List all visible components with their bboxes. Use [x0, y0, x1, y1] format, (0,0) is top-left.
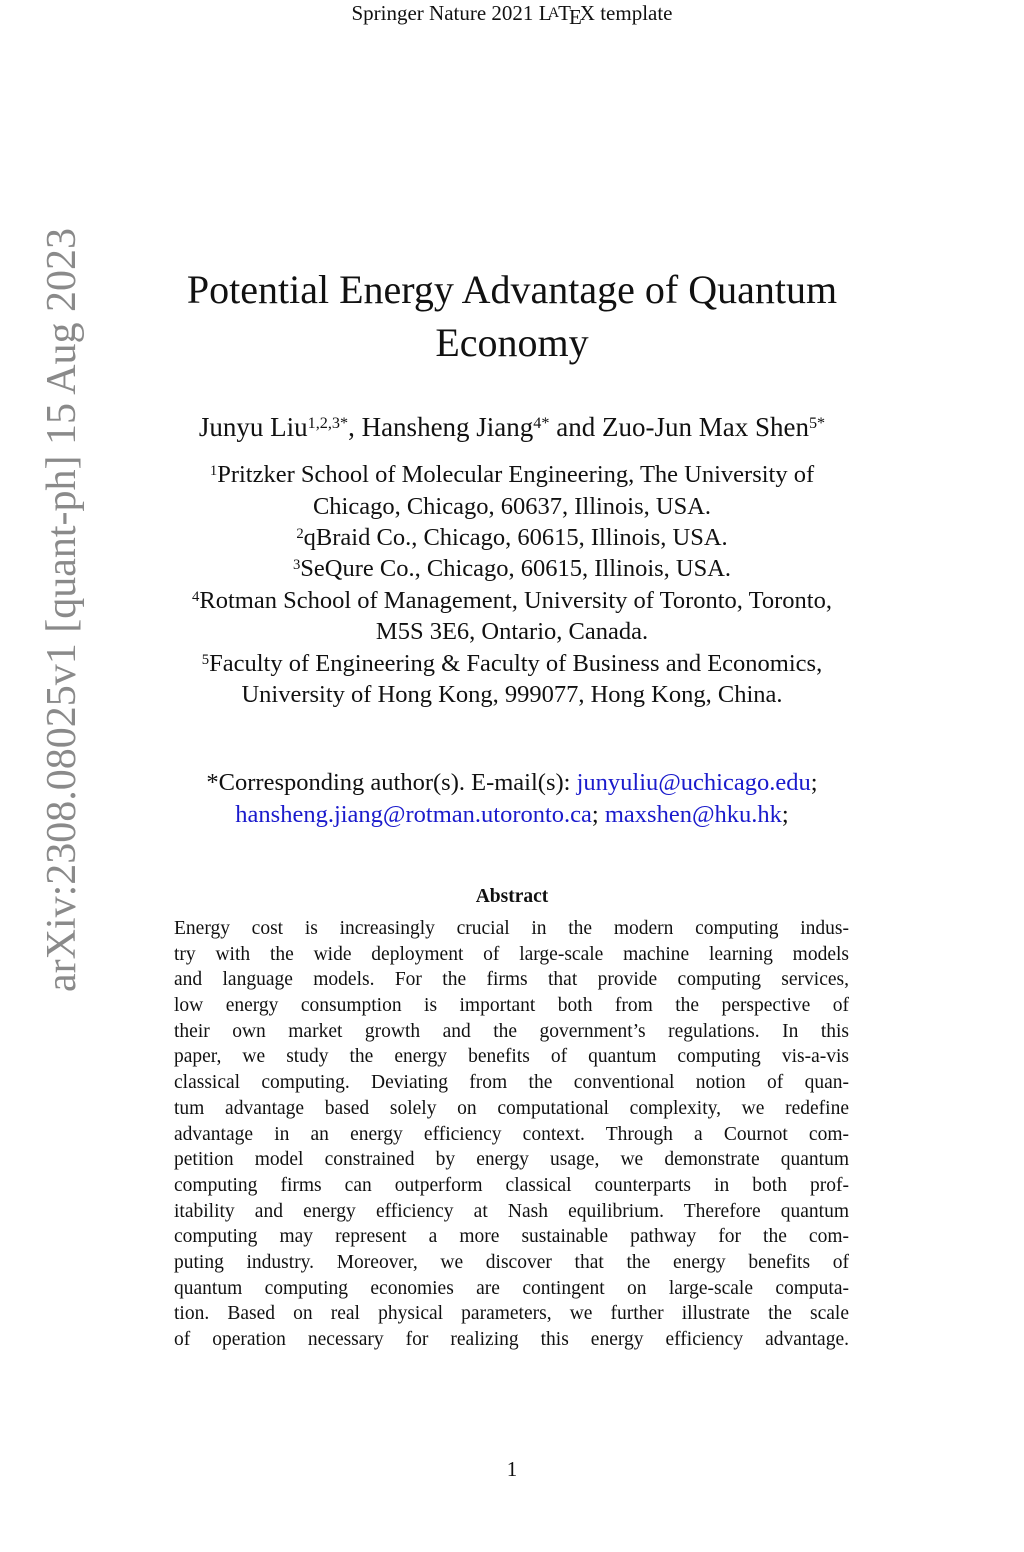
- author-list: Junyu Liu1,2,3*, Hansheng Jiang4* and Zu…: [0, 410, 1024, 444]
- affiliation-number: 4: [192, 589, 200, 605]
- email-link[interactable]: junyuliu@uchicago.edu: [576, 769, 811, 796]
- abstract-line: try with the wide deployment of large-sc…: [174, 943, 849, 965]
- paper-title-line-1: Potential Energy Advantage of Quantum: [186, 267, 838, 312]
- paper-title-line-2: Economy: [435, 320, 589, 365]
- abstract-line: quantum computing economies are continge…: [174, 1277, 849, 1299]
- abstract-line: tion. Based on real physical parameters,…: [174, 1303, 849, 1325]
- header-text-end: template: [594, 1, 673, 25]
- affiliation-line: 5Faculty of Engineering & Faculty of Bus…: [0, 649, 1024, 679]
- affiliation-line: University of Hong Kong, 999077, Hong Ko…: [0, 680, 1024, 710]
- affiliation-line: 1Pritzker School of Molecular Engineerin…: [0, 460, 1024, 490]
- abstract-line: computing firms can outperform classical…: [174, 1174, 849, 1196]
- author-separator: and: [549, 412, 602, 442]
- affiliation-text: Chicago, Chicago, 60637, Illinois, USA.: [312, 493, 712, 520]
- affiliation-line: 4Rotman School of Management, University…: [0, 586, 1024, 616]
- author-name: Junyu Liu: [198, 412, 308, 442]
- separator: ;: [810, 769, 818, 796]
- abstract-line: their own market growth and the governme…: [174, 1020, 849, 1042]
- author-affiliation-mark: 5*: [808, 414, 826, 432]
- abstract-line: classical computing. Deviating from the …: [174, 1072, 849, 1094]
- affiliation-text: Pritzker School of Molecular Engineering…: [217, 461, 815, 488]
- abstract-body: Energy cost is increasingly crucial in t…: [174, 916, 849, 1353]
- abstract-line: puting industry. Moreover, we discover t…: [174, 1251, 849, 1273]
- affiliation-text: Faculty of Engineering & Faculty of Busi…: [209, 650, 823, 677]
- abstract-line: paper, we study the energy benefits of q…: [174, 1046, 849, 1068]
- header-text: Springer Nature 2021: [351, 1, 539, 25]
- email-link[interactable]: maxshen@hku.hk: [604, 801, 782, 828]
- correspondence-label: *Corresponding author(s). E-mail(s):: [206, 769, 577, 796]
- affiliation-number: 5: [201, 652, 210, 668]
- affiliation-line: 2qBraid Co., Chicago, 60615, Illinois, U…: [0, 523, 1024, 553]
- abstract-line: tum advantage based solely on computatio…: [174, 1097, 849, 1119]
- affiliation-line: Chicago, Chicago, 60637, Illinois, USA.: [0, 492, 1024, 522]
- author-affiliation-mark: 1,2,3*: [307, 414, 349, 432]
- page-number: 1: [506, 1457, 518, 1481]
- affiliation-text: M5S 3E6, Ontario, Canada.: [375, 618, 649, 645]
- affiliation-text: University of Hong Kong, 999077, Hong Ko…: [241, 681, 783, 708]
- abstract-line: and language models. For the firms that …: [174, 969, 849, 991]
- author-name: Zuo-Jun Max Shen: [601, 412, 809, 442]
- affiliation-text: qBraid Co., Chicago, 60615, Illinois, US…: [303, 524, 728, 551]
- correspondence-line-2: hansheng.jiang@rotman.utoronto.ca; maxsh…: [0, 800, 1024, 830]
- affiliation-line: 3SeQure Co., Chicago, 60615, Illinois, U…: [0, 554, 1024, 584]
- affiliation-line: M5S 3E6, Ontario, Canada.: [0, 617, 1024, 647]
- author-affiliation-mark: 4*: [533, 414, 550, 432]
- abstract-line: itability and energy efficiency at Nash …: [174, 1200, 849, 1222]
- email-link[interactable]: hansheng.jiang@rotman.utoronto.ca: [235, 801, 592, 828]
- affiliation-text: Rotman School of Management, University …: [199, 587, 832, 614]
- separator: ;: [781, 801, 789, 828]
- abstract-line: advantage in an energy efficiency contex…: [174, 1123, 849, 1145]
- correspondence-line-1: *Corresponding author(s). E-mail(s): jun…: [0, 768, 1024, 798]
- latex-logo: LATEX: [538, 1, 595, 29]
- abstract-line: of operation necessary for realizing thi…: [174, 1329, 849, 1350]
- running-header: Springer Nature 2021 LATEX template: [0, 0, 1024, 30]
- abstract-line: computing may represent a more sustainab…: [174, 1226, 849, 1248]
- abstract-line: Energy cost is increasingly crucial in t…: [174, 918, 849, 939]
- author-separator: ,: [348, 412, 362, 442]
- separator: ;: [591, 801, 605, 828]
- affiliation-number: 1: [209, 463, 218, 479]
- abstract-line: low energy consumption is important both…: [174, 995, 849, 1017]
- abstract-heading: Abstract: [475, 886, 549, 907]
- affiliation-text: SeQure Co., Chicago, 60615, Illinois, US…: [300, 555, 732, 582]
- abstract-line: petition model constrained by energy usa…: [174, 1149, 849, 1171]
- affiliation-number: 2: [296, 526, 304, 542]
- author-name: Hansheng Jiang: [361, 412, 534, 442]
- affiliation-number: 3: [292, 557, 301, 573]
